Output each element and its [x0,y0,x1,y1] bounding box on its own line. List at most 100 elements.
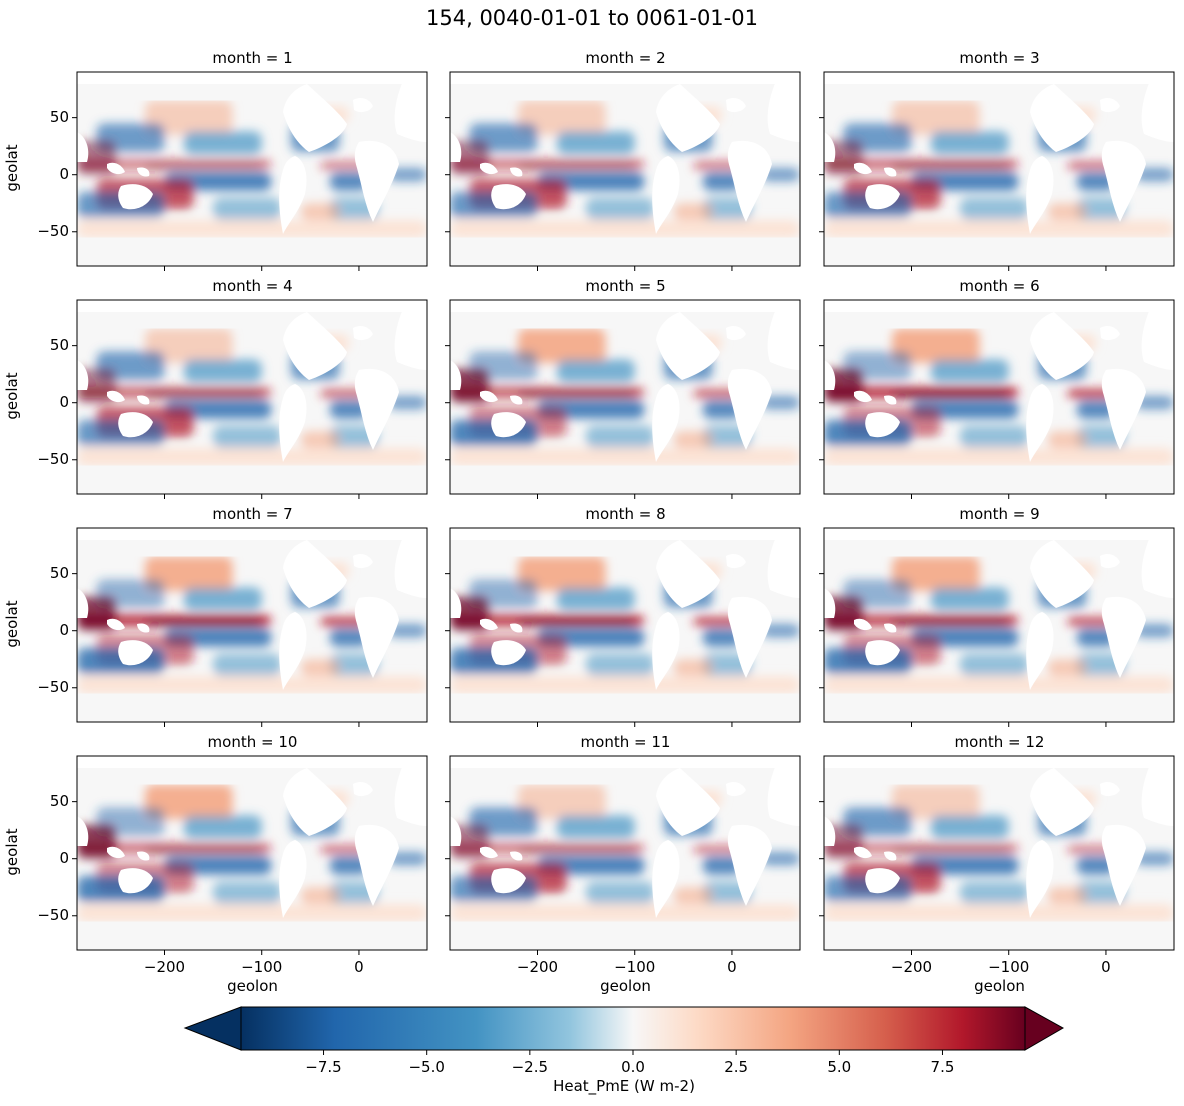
ytick-label: 50 [49,107,69,126]
figure-title: 154, 0040-01-01 to 0061-01-01 [426,6,758,30]
panel-title-month-4: month = 4 [212,277,293,295]
field-band-0 [518,100,606,135]
ytick-label: −50 [37,905,69,924]
colorbar-tick-label: −7.5 [305,1058,342,1076]
xtick-label: −200 [890,958,933,976]
panel-title-month-1: month = 1 [212,49,293,67]
field-band-0 [892,100,980,135]
axes-frame [823,527,1175,723]
panel-month-7 [72,527,428,727]
heatmap-field [77,528,427,722]
colorbar-extend-min [183,1006,242,1051]
field-band-2 [556,131,635,155]
panel-month-10 [72,755,428,955]
axes-frame [76,755,428,951]
field-band-12 [586,425,655,449]
colorbar-gradient [241,1007,1025,1050]
field-band-12 [960,425,1029,449]
field-band-2 [183,131,262,155]
field-band-2 [930,587,1009,611]
field-band-6 [145,391,262,399]
panel-title-month-9: month = 9 [959,505,1040,523]
field-band-6 [518,847,635,855]
panel-title-month-11: month = 11 [580,733,671,751]
x-axis-label: geolon [600,977,651,995]
field-band-6 [892,847,1009,855]
field-band-14 [300,203,340,221]
field-band-14 [1047,203,1087,221]
field-blobs [824,328,1174,466]
field-band-14 [300,887,340,905]
xtick-label: −100 [988,958,1030,976]
heatmap-field [77,756,427,950]
field-band-0 [518,556,606,591]
field-band-0 [892,556,980,591]
field-band-15 [77,676,427,694]
field-band-15 [824,220,1174,238]
panel-month-1 [72,71,428,271]
heatmap-field [824,72,1174,266]
field-band-2 [930,815,1009,839]
panels-layer [72,71,1175,955]
field-band-15 [450,676,800,694]
y-axis-label: geolat [3,600,21,648]
field-band-2 [930,359,1009,383]
colorbar-extend-max [1024,1006,1065,1051]
panel-title-month-5: month = 5 [585,277,666,295]
field-band-16 [388,851,427,866]
heatmap-field [77,72,427,266]
field-band-6 [518,391,635,399]
field-band-9 [329,628,369,647]
field-band-2 [183,359,262,383]
field-band-14 [673,659,713,677]
panel-month-9 [819,527,1175,727]
field-band-15 [450,220,800,238]
field-band-9 [329,400,369,419]
panel-title-month-10: month = 10 [207,733,298,751]
field-band-16 [761,395,800,410]
field-band-6 [518,619,635,627]
field-band-14 [673,431,713,449]
panel-title-month-7: month = 7 [212,505,293,523]
field-band-15 [824,448,1174,466]
xtick-label: −200 [143,958,186,976]
field-band-2 [556,587,635,611]
field-band-12 [960,653,1029,677]
field-band-0 [518,328,606,363]
field-band-15 [450,904,800,922]
field-band-9 [702,628,742,647]
field-band-16 [761,623,800,638]
ytick-label: 0 [59,392,69,411]
panel-month-11 [445,755,801,955]
field-band-0 [145,100,233,135]
field-band-12 [586,881,655,905]
field-band-12 [213,653,282,677]
field-band-0 [145,784,233,819]
panel-title-month-8: month = 8 [585,505,666,523]
axes-frame [76,71,428,267]
field-band-6 [892,163,1009,171]
panel-title-month-3: month = 3 [959,49,1040,67]
colorbar-tick-label: 7.5 [930,1058,955,1076]
field-band-12 [213,425,282,449]
panel-month-12 [819,755,1175,955]
field-band-6 [145,619,262,627]
colorbar-tick-label: −2.5 [511,1058,549,1076]
axes-frame [449,71,801,267]
axes-frame [449,527,801,723]
field-band-9 [1076,172,1116,191]
field-band-6 [145,163,262,171]
heatmap-field [824,300,1174,494]
ytick-label: 50 [49,563,69,582]
field-band-2 [930,131,1009,155]
panel-month-5 [445,299,801,499]
ytick-label: 0 [59,848,69,867]
field-band-16 [388,167,427,182]
heatmap-field [824,528,1174,722]
field-band-9 [1076,628,1116,647]
field-band-16 [1135,395,1174,410]
heatmap-field [450,300,800,494]
field-band-15 [450,448,800,466]
heatmap-field [77,300,427,494]
